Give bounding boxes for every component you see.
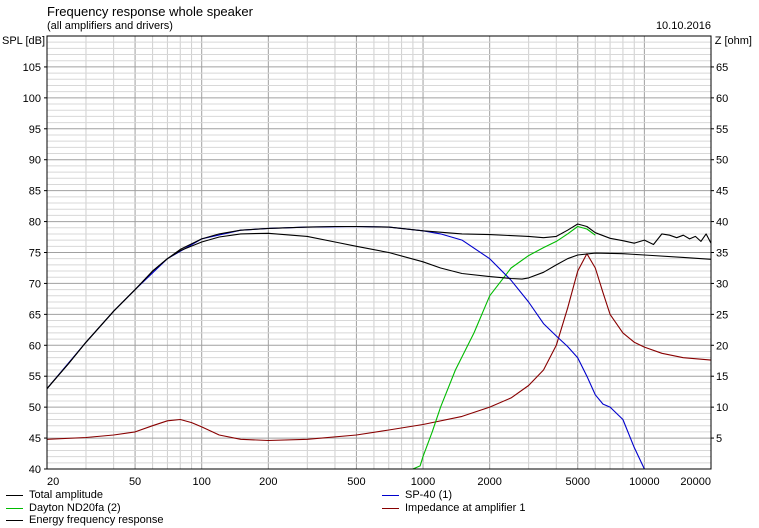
legend-item-sp40: SP-40 (1) bbox=[382, 489, 452, 501]
y-right-tick-label: 5 bbox=[716, 433, 722, 445]
legend-swatch bbox=[382, 507, 399, 509]
legend-item-energy: Energy frequency response bbox=[6, 514, 164, 526]
y-left-tick-label: 95 bbox=[29, 124, 41, 136]
y-left-tick-label: 75 bbox=[29, 248, 41, 260]
y-right-tick-label: 30 bbox=[716, 278, 728, 290]
y-axis-right-label: Z [ohm] bbox=[714, 35, 752, 47]
chart-date: 10.10.2016 bbox=[655, 20, 711, 32]
y-left-tick-label: 50 bbox=[29, 402, 41, 414]
x-tick-label: 10000 bbox=[629, 476, 660, 488]
y-right-tick-label: 50 bbox=[716, 155, 728, 167]
legend-label: SP-40 (1) bbox=[405, 489, 453, 501]
x-tick-label: 20000 bbox=[680, 476, 711, 488]
y-right-tick-label: 25 bbox=[716, 309, 728, 321]
y-left-tick-label: 90 bbox=[29, 155, 41, 167]
y-left-tick-label: 85 bbox=[29, 186, 41, 198]
y-right-tick-label: 60 bbox=[716, 93, 728, 105]
series-line-total-amplitude bbox=[46, 223, 712, 389]
legend-swatch bbox=[6, 507, 23, 509]
y-right-tick-label: 20 bbox=[716, 340, 728, 352]
y-left-tick-label: 45 bbox=[29, 433, 41, 445]
x-tick-label: 2000 bbox=[477, 476, 501, 488]
legend: Total amplitude Dayton ND20fa (2) Energy… bbox=[0, 489, 759, 528]
chart-title: Frequency response whole speaker bbox=[47, 4, 253, 19]
legend-label: Dayton ND20fa (2) bbox=[29, 502, 121, 514]
x-tick-label: 50 bbox=[129, 476, 141, 488]
y-right-tick-label: 65 bbox=[716, 62, 728, 74]
legend-swatch bbox=[6, 519, 23, 521]
y-left-tick-label: 105 bbox=[23, 62, 41, 74]
x-tick-label: 5000 bbox=[566, 476, 590, 488]
legend-swatch bbox=[382, 494, 399, 496]
x-tick-label: 1000 bbox=[411, 476, 435, 488]
y-left-tick-label: 70 bbox=[29, 278, 41, 290]
x-tick-label: 100 bbox=[193, 476, 211, 488]
legend-label: Impedance at amplifier 1 bbox=[405, 502, 526, 514]
y-right-tick-label: 15 bbox=[716, 371, 728, 383]
plot-frame bbox=[46, 35, 712, 470]
series-line-energy-frequency-response bbox=[46, 232, 712, 389]
y-right-tick-label: 35 bbox=[716, 248, 728, 260]
x-tick-label: 500 bbox=[347, 476, 365, 488]
y-left-tick-label: 80 bbox=[29, 217, 41, 229]
y-right-tick-label: 10 bbox=[716, 402, 728, 414]
y-right-tick-label: 55 bbox=[716, 124, 728, 136]
legend-item-total-amplitude: Total amplitude bbox=[6, 489, 103, 501]
y-right-tick-label: 45 bbox=[716, 186, 728, 198]
series-lines bbox=[46, 223, 712, 470]
y-left-tick-label: 60 bbox=[29, 340, 41, 352]
y-left-tick-label: 55 bbox=[29, 371, 41, 383]
x-tick-label: 20 bbox=[47, 476, 59, 488]
series-line-sp-40-1 bbox=[46, 225, 711, 470]
y-axis-left-label: SPL [dB] bbox=[2, 35, 46, 47]
grid bbox=[46, 35, 712, 470]
series-line-impedance-at-amplifier-1 bbox=[46, 253, 712, 442]
legend-label: Energy frequency response bbox=[29, 514, 164, 526]
legend-label: Total amplitude bbox=[29, 489, 103, 501]
tick-labels: 20 50 100 200 500 1000 2000 5000 10000 20000 40 45 5… bbox=[23, 62, 729, 488]
y-left-tick-label: 100 bbox=[23, 93, 41, 105]
y-left-tick-label: 40 bbox=[29, 464, 41, 476]
legend-item-impedance: Impedance at amplifier 1 bbox=[382, 502, 525, 514]
y-right-tick-label: 40 bbox=[716, 217, 728, 229]
chart-subtitle: (all amplifiers and drivers) bbox=[47, 20, 173, 32]
x-tick-label: 200 bbox=[259, 476, 277, 488]
legend-swatch bbox=[6, 494, 23, 496]
series-line-dayton-nd20fa-2 bbox=[47, 225, 596, 470]
y-left-tick-label: 65 bbox=[29, 309, 41, 321]
legend-item-dayton: Dayton ND20fa (2) bbox=[6, 502, 121, 514]
